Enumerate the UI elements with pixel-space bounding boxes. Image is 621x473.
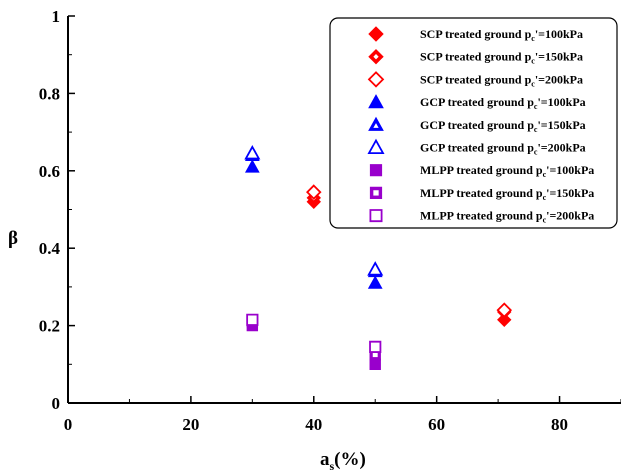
data-point <box>369 340 382 353</box>
data-points <box>244 145 513 370</box>
legend-label: MLPP treated ground pc'=200kPa <box>420 209 594 225</box>
x-tick-label: 0 <box>64 415 73 434</box>
data-point <box>306 184 322 200</box>
legend-marker <box>368 26 384 42</box>
legend-marker <box>369 164 383 177</box>
x-tick-label: 80 <box>551 415 568 434</box>
legend-marker <box>369 209 383 223</box>
legend-marker <box>368 94 384 109</box>
legend-label: MLPP treated ground pc'=150kPa <box>420 186 594 202</box>
y-tick-label: 0.4 <box>39 239 61 258</box>
x-axis-title-unit: (%) <box>334 449 366 470</box>
legend-label: GCP treated ground pc'=200kPa <box>420 141 586 157</box>
y-tick-label: 1 <box>52 7 61 26</box>
legend-label: SCP treated ground pc'=150kPa <box>420 50 583 66</box>
y-tick-label: 0.6 <box>39 162 60 181</box>
data-point <box>497 312 512 328</box>
legend-box <box>329 17 618 229</box>
data-point <box>367 261 384 276</box>
y-tick-label: 0 <box>52 394 61 413</box>
legend: SCP treated ground pc'=100kPa SCP treated… <box>329 17 618 229</box>
data-point <box>246 313 259 326</box>
data-point <box>244 159 260 173</box>
x-tick-label: 20 <box>182 415 199 434</box>
x-axis-title-sub: s <box>330 459 335 473</box>
axis-ticks: 0 0.2 0.4 0.6 0.8 1 0 20 40 60 80 <box>39 7 621 434</box>
data-point <box>244 145 261 160</box>
x-tick-label: 60 <box>428 415 445 434</box>
legend-marker <box>368 116 384 131</box>
x-axis-title-main: a <box>320 449 330 470</box>
legend-marker <box>367 138 385 154</box>
x-axis-title: as(%) <box>320 449 366 473</box>
y-axis-title: β <box>8 228 18 249</box>
legend-marker <box>367 71 385 88</box>
legend-marker <box>368 48 384 65</box>
data-point <box>496 302 513 318</box>
x-tick-label: 40 <box>305 415 322 434</box>
data-point <box>367 275 383 289</box>
y-tick-label: 0.2 <box>39 317 60 336</box>
legend-label: GCP treated ground pc'=100kPa <box>420 95 586 111</box>
legend-label: MLPP treated ground pc'=100kPa <box>420 163 594 179</box>
legend-label: GCP treated ground pc'=150kPa <box>420 118 586 134</box>
legend-marker <box>369 186 383 199</box>
y-tick-label: 0.8 <box>39 84 60 103</box>
data-point <box>369 358 381 370</box>
legend-label: SCP treated ground pc'=100kPa <box>420 27 583 43</box>
legend-label: SCP treated ground pc'=200kPa <box>420 72 583 88</box>
